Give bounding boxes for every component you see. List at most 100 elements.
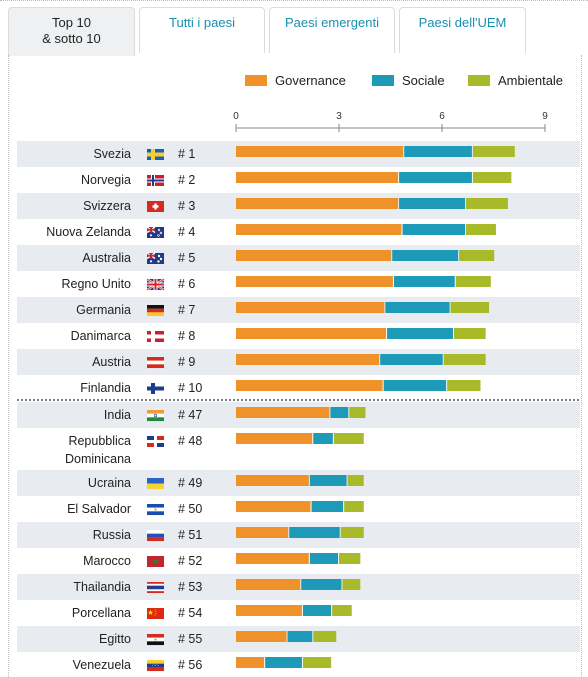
tab-emerging[interactable]: Paesi emergenti <box>269 7 395 53</box>
country-label: Regno Unito <box>62 277 132 291</box>
bar-segment-governance <box>236 579 301 590</box>
bar-segment-ambientale <box>447 380 481 391</box>
legend-governance-label: Governance <box>275 73 346 88</box>
bar-segment-ambientale <box>472 146 515 157</box>
flag-sv-icon <box>147 504 164 516</box>
tab-bar: Top 10 & sotto 10 Tutti i paesi Paesi em… <box>8 7 580 56</box>
bar-segment-ambientale <box>443 354 486 365</box>
tab-emerging-label: Paesi emergenti <box>285 15 379 30</box>
bar-segment-ambientale <box>455 276 491 287</box>
tab-emu-label: Paesi dell'UEM <box>418 15 507 30</box>
flag-ve-icon <box>147 660 164 672</box>
flag-cn-icon <box>147 608 164 619</box>
bar-segment-ambientale <box>349 407 366 418</box>
x-tick-label: 9 <box>542 111 548 122</box>
chart-panel <box>8 55 582 677</box>
bar-segment-sociale <box>393 276 455 287</box>
tab-emu[interactable]: Paesi dell'UEM <box>399 7 526 53</box>
rank-label: # 48 <box>178 434 202 448</box>
country-label: Nuova Zelanda <box>46 225 131 239</box>
rank-label: # 47 <box>178 408 202 422</box>
bar-segment-sociale <box>313 433 333 444</box>
country-label: Thailandia <box>73 580 131 594</box>
country-label: Svizzera <box>83 199 131 213</box>
bar-segment-sociale <box>287 631 313 642</box>
bar-segment-governance <box>236 475 309 486</box>
country-label: Norvegia <box>81 173 131 187</box>
bar-segment-ambientale <box>313 631 337 642</box>
bar-segment-sociale <box>311 501 344 512</box>
country-label: Germania <box>76 303 131 317</box>
bar-segment-ambientale <box>466 198 508 209</box>
bar-segment-sociale <box>330 407 349 418</box>
bar-segment-sociale <box>383 380 447 391</box>
country-label: Dominicana <box>65 452 131 466</box>
bar-segment-ambientale <box>459 250 495 261</box>
x-tick-label: 0 <box>233 111 239 122</box>
bar-segment-ambientale <box>339 553 361 564</box>
x-tick-label: 6 <box>439 111 445 122</box>
bar-segment-governance <box>236 172 399 183</box>
country-label: Porcellana <box>72 606 131 620</box>
rank-label: # 53 <box>178 580 202 594</box>
rank-label: # 50 <box>178 502 202 516</box>
legend-governance: Governance <box>245 73 346 88</box>
flag-ua-icon <box>147 478 164 490</box>
bar-segment-governance <box>236 198 399 209</box>
bar-segment-governance <box>236 657 265 668</box>
bar-segment-governance <box>236 631 287 642</box>
flag-in-icon <box>147 410 164 422</box>
rank-label: # 6 <box>178 277 195 291</box>
bar-segment-sociale <box>402 224 466 235</box>
legend-ambientale-label: Ambientale <box>498 73 564 88</box>
rank-label: # 56 <box>178 658 202 672</box>
country-label: Svezia <box>93 147 131 161</box>
rank-label: # 51 <box>178 528 202 542</box>
legend-governance-swatch <box>245 75 267 86</box>
bar-segment-governance <box>236 553 309 564</box>
bar-segment-ambientale <box>466 224 496 235</box>
tab-top10-line1: Top 10 <box>51 15 92 30</box>
rank-label: # 3 <box>178 199 195 213</box>
tab-top10[interactable]: Top 10 & sotto 10 <box>8 7 135 56</box>
flag-nz-icon <box>146 226 164 238</box>
bar-segment-governance <box>236 433 313 444</box>
bar-segment-governance <box>236 354 380 365</box>
bar-segment-ambientale <box>302 657 332 668</box>
bar-segment-ambientale <box>342 579 361 590</box>
country-label: Venezuela <box>73 658 131 672</box>
rank-label: # 9 <box>178 355 195 369</box>
tab-all-countries[interactable]: Tutti i paesi <box>139 7 265 53</box>
rank-label: # 55 <box>178 632 202 646</box>
bar-segment-sociale <box>309 553 338 564</box>
flag-at-icon <box>147 357 164 369</box>
bar-segment-ambientale <box>347 475 364 486</box>
country-label: El Salvador <box>67 502 131 516</box>
flag-au-icon <box>146 252 164 264</box>
rank-label: # 5 <box>178 251 195 265</box>
rank-label: # 4 <box>178 225 195 239</box>
country-label: India <box>104 408 131 422</box>
flag-se-icon <box>147 149 164 160</box>
flag-ru-icon <box>147 530 164 542</box>
bar-segment-ambientale <box>332 605 352 616</box>
country-label: Danimarca <box>71 329 131 343</box>
legend-sociale: Sociale <box>372 73 445 88</box>
bar-segment-governance <box>236 224 402 235</box>
flag-no-icon <box>147 175 164 186</box>
country-label: Marocco <box>83 554 131 568</box>
bar-segment-ambientale <box>333 433 364 444</box>
flag-ma-icon <box>147 556 164 567</box>
bar-segment-governance <box>236 276 393 287</box>
rank-label: # 2 <box>178 173 195 187</box>
rank-label: # 10 <box>178 381 202 395</box>
bar-segment-sociale <box>380 354 443 365</box>
bar-segment-governance <box>236 407 330 418</box>
legend-ambientale: Ambientale <box>468 73 563 88</box>
rank-label: # 1 <box>178 147 195 161</box>
flag-ch-icon <box>147 201 164 212</box>
legend-sociale-label: Sociale <box>402 73 445 88</box>
country-label: Finlandia <box>80 381 131 395</box>
flag-dk-icon <box>147 331 164 342</box>
